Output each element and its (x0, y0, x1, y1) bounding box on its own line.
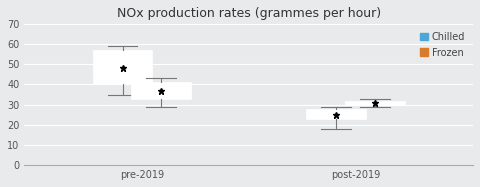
PathPatch shape (345, 101, 405, 105)
PathPatch shape (306, 109, 366, 119)
Legend: Chilled, Frozen: Chilled, Frozen (417, 29, 468, 60)
PathPatch shape (93, 50, 153, 85)
PathPatch shape (131, 82, 191, 99)
Title: NOx production rates (grammes per hour): NOx production rates (grammes per hour) (117, 7, 381, 20)
